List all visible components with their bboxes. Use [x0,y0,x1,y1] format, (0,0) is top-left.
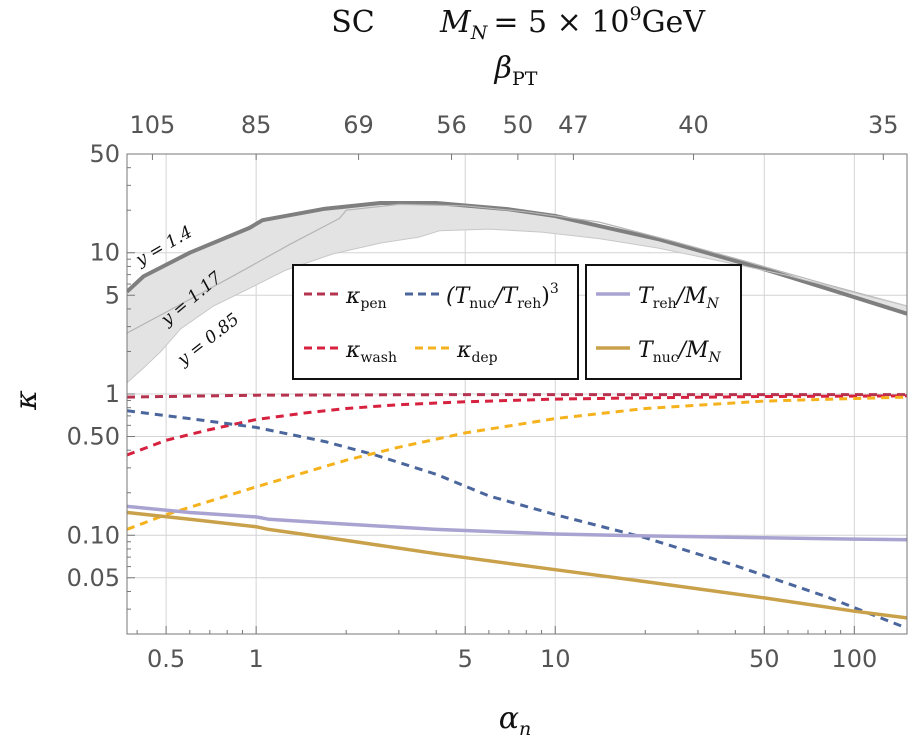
top-tick-label: 35 [868,111,899,139]
series-t-reh [127,504,907,542]
series-temp-ratio-cubed [127,409,907,630]
legend-label-temp-ratio: (Tnuc/Treh)3 [446,281,559,312]
contour-y-0.85 [127,228,907,384]
y-tick-label: 0.50 [67,423,120,451]
top-tick-label: 105 [130,111,176,139]
legend-label-kappa-pen: κpen [345,284,387,312]
top-axis-label: βPT [494,51,538,90]
series-t-nuc [127,510,907,620]
mass-exp: 9 [630,3,642,25]
legend-box-1: κpen (Tnuc/Treh)3 κwash κdep [292,264,579,380]
contour-y-1.17 [127,203,907,334]
series-kappa-dep [127,395,907,531]
chart-title-mass: MN = 5 × 109GeV [439,3,706,44]
top-tick-label: 50 [503,111,534,139]
top-tick-label: 56 [436,111,467,139]
legend-label-t-nuc: Tnuc/MN [638,338,722,366]
y-axis-label: κ [9,390,44,411]
legend-label-t-reh: Treh/MN [638,284,720,312]
x-tick-label: 5 [458,645,473,673]
band-layer [127,201,907,384]
tick-layer: 0.5 1 5 10 50 100 0.05 0.10 0.50 1 5 10 50 105 85 69 56 5… [67,111,899,673]
mass-equals: = 5 × 10 [493,5,629,40]
legend-box-2: Treh/MN Tnuc/MN [585,264,742,380]
chart-title-model: SC [331,5,375,40]
top-tick-label: 47 [558,111,589,139]
band-allowed-y-region [127,203,907,383]
top-tick-label: 69 [343,111,374,139]
top-tick-label: 85 [241,111,272,139]
legend-label-kappa-wash: κwash [345,338,397,366]
series-layer [127,393,907,630]
top-axis-symbol: β [494,51,512,86]
x-axis-label: αn [499,701,532,740]
x-tick-label: 1 [249,645,264,673]
y-tick-label: 1 [105,380,120,408]
x-tick-label: 50 [749,645,780,673]
legend-label-kappa-dep: κdep [456,338,498,366]
x-tick-label: 10 [540,645,571,673]
y-tick-label: 0.05 [67,564,120,592]
series-kappa-pen [127,393,907,399]
y-tick-label: 0.10 [67,521,120,549]
y-tick-label: 5 [105,281,120,309]
y-tick-label: 10 [89,239,120,267]
top-tick-label: 40 [678,111,709,139]
mass-unit: GeV [642,5,707,40]
top-axis-sub: PT [512,68,538,90]
mass-symbol: M [439,5,472,40]
mass-sub: N [470,22,489,44]
x-tick-label: 0.5 [147,645,185,673]
y-tick-label: 50 [89,140,120,168]
x-tick-label: 100 [831,645,877,673]
